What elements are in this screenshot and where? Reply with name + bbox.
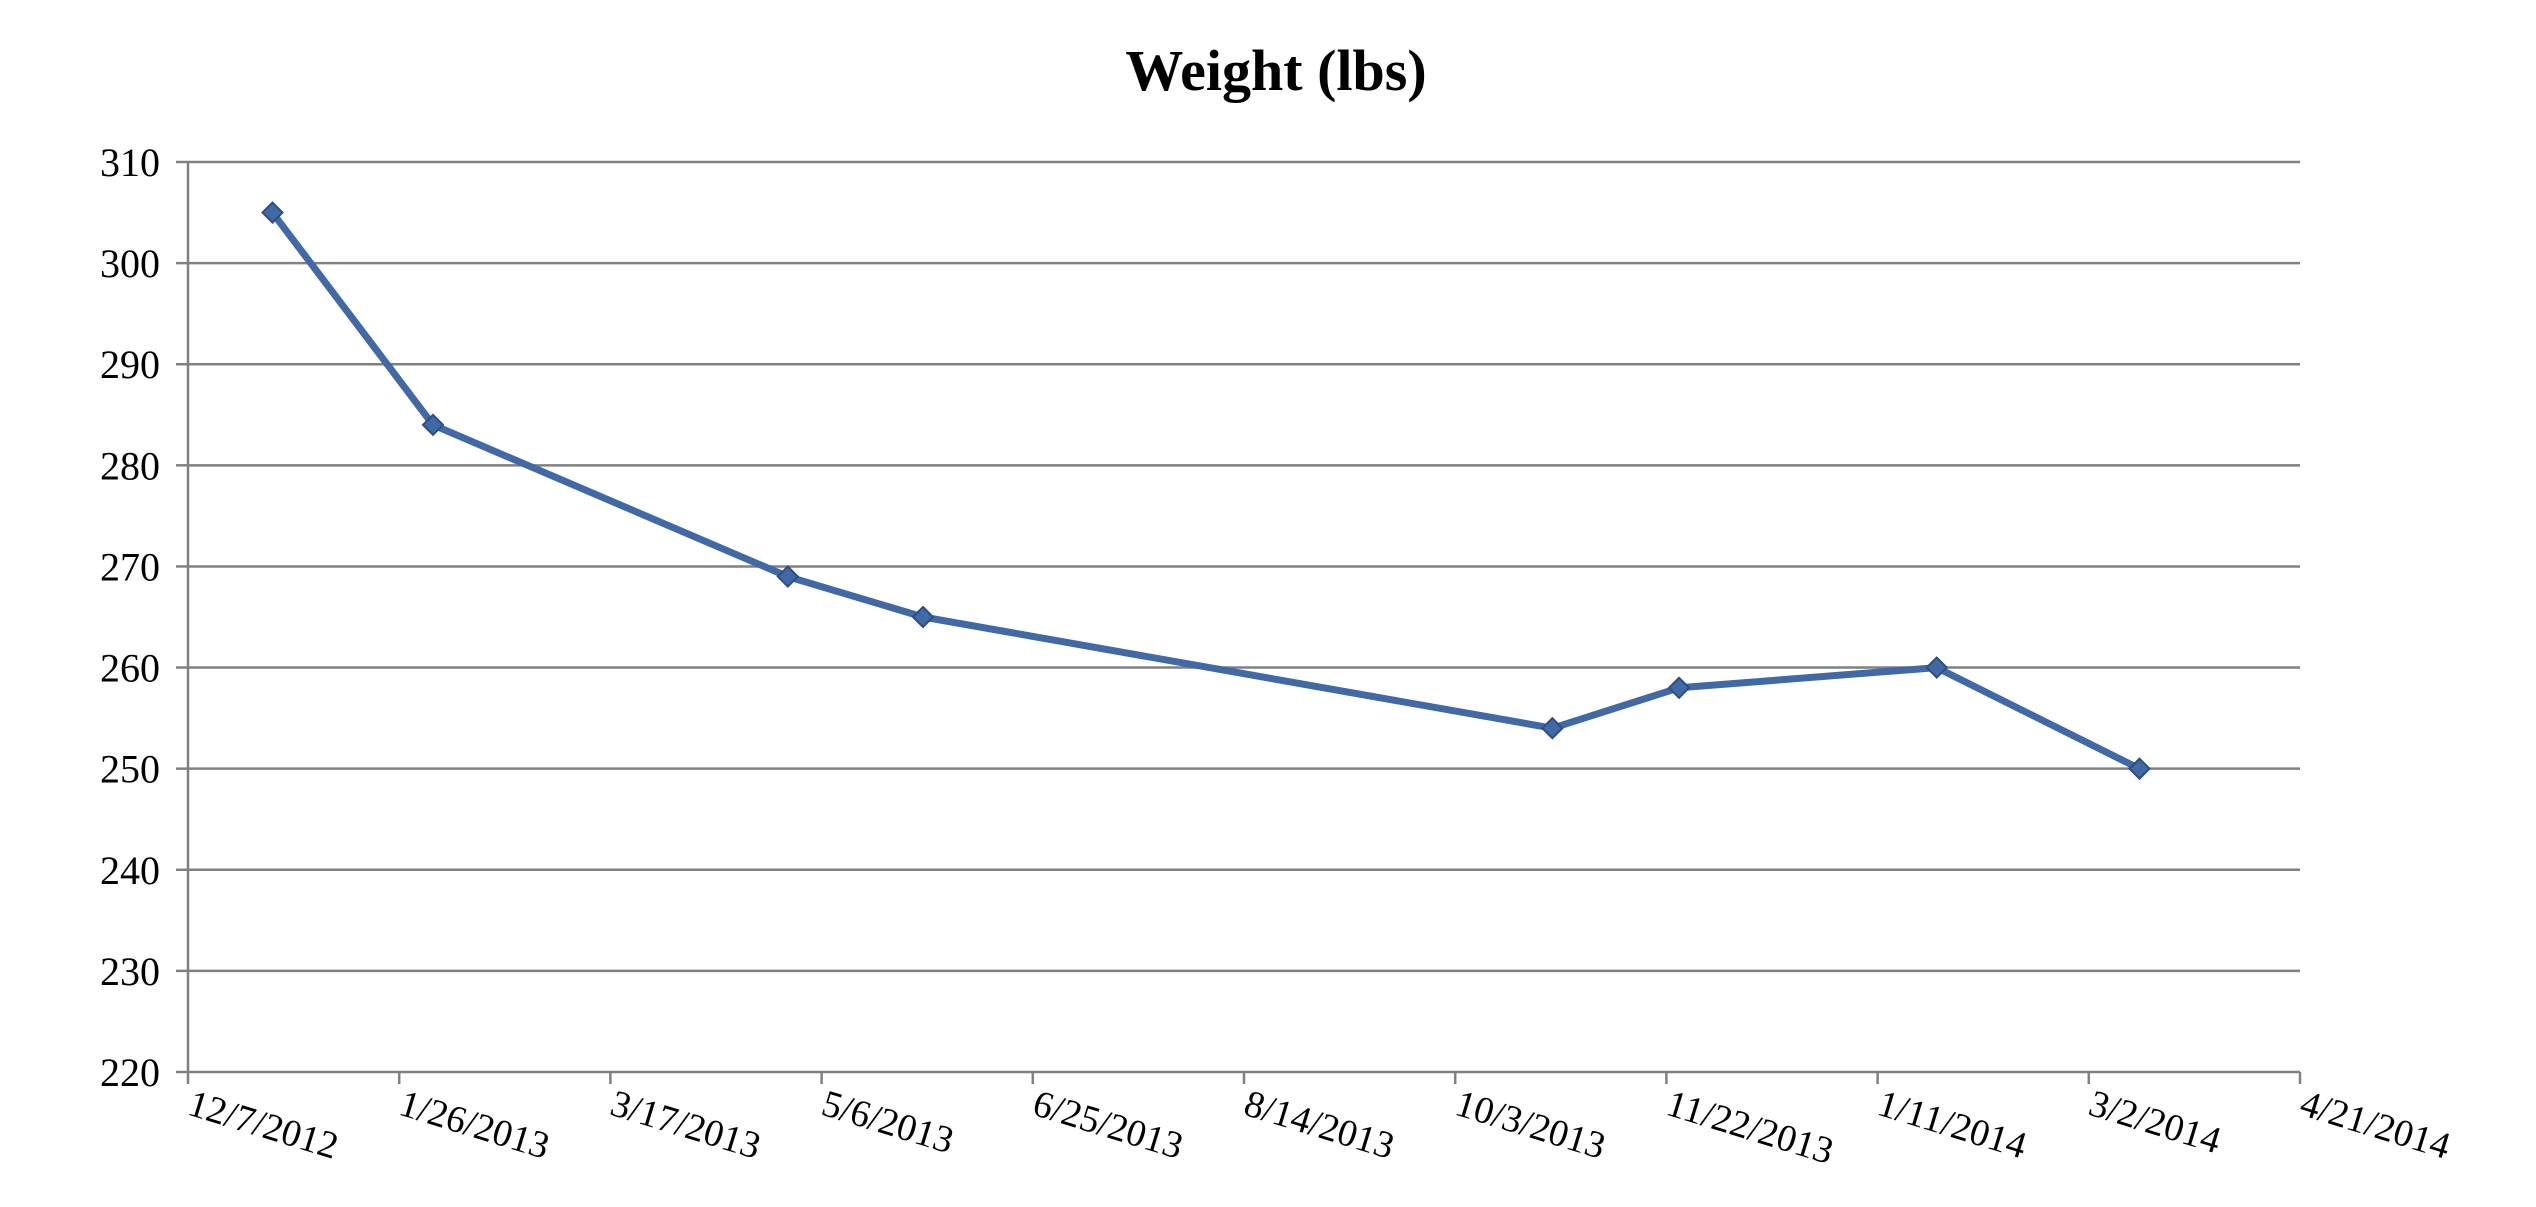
y-tick-label: 240 — [100, 848, 160, 893]
y-axis-tick-labels: 220 230 240 250 260 270 280 290 300 310 — [100, 140, 160, 1095]
data-point-marker — [1925, 656, 1949, 679]
x-tick-label: 3/2/2014 — [2084, 1082, 2226, 1162]
x-tick-label: 5/6/2013 — [817, 1082, 959, 1162]
data-markers — [261, 201, 2151, 781]
data-point-marker — [421, 413, 445, 437]
data-point-marker — [776, 565, 800, 588]
x-tick-label: 1/26/2013 — [395, 1082, 555, 1167]
y-tick-label: 290 — [100, 342, 160, 387]
y-tick-label: 270 — [100, 544, 160, 589]
y-tick-label: 260 — [100, 646, 160, 691]
x-tick-label: 10/3/2013 — [1451, 1082, 1611, 1167]
x-tick-label: 8/14/2013 — [1239, 1082, 1399, 1167]
y-tick-label: 300 — [100, 241, 160, 286]
series-line-0 — [269, 209, 2143, 773]
x-tick-label: 12/7/2012 — [183, 1082, 343, 1167]
x-tick-label: 3/17/2013 — [606, 1082, 766, 1167]
y-tick-label: 310 — [100, 140, 160, 185]
x-tick-label: 1/11/2014 — [1873, 1082, 2031, 1167]
y-tick-label: 220 — [100, 1050, 160, 1095]
data-point-marker — [1540, 716, 1564, 740]
x-tick-label: 11/22/2013 — [1662, 1082, 1838, 1172]
x-axis-tick-labels: 12/7/2012 1/26/2013 3/17/2013 5/6/2013 6/25/… — [183, 1082, 2455, 1172]
chart-title: Weight (lbs) — [1125, 38, 1426, 103]
series-line-layer — [269, 209, 2143, 773]
y-tick-label: 280 — [100, 443, 160, 488]
data-point-marker — [2128, 757, 2151, 781]
x-tick-label: 4/21/2014 — [2295, 1082, 2455, 1167]
y-tick-label: 230 — [100, 949, 160, 994]
gridlines — [188, 160, 2300, 973]
data-point-marker — [261, 201, 284, 224]
x-tick-label: 6/25/2013 — [1028, 1082, 1188, 1167]
data-point-marker — [911, 605, 935, 629]
axes — [176, 160, 2302, 1084]
data-point-marker — [1667, 676, 1691, 700]
y-tick-label: 250 — [100, 747, 160, 792]
